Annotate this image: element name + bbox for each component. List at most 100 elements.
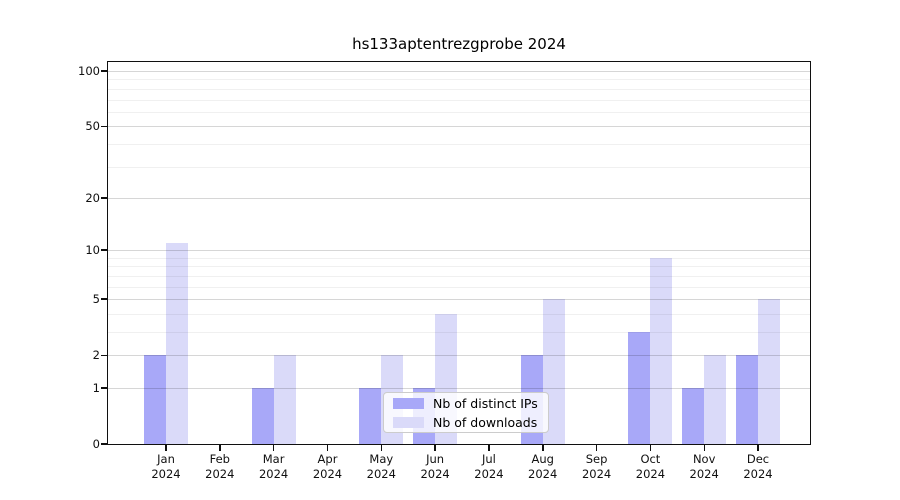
x-tick-label-oct: Oct 2024 [618, 452, 682, 482]
gridline-minor [108, 111, 810, 113]
y-tick-label: 20 [85, 190, 100, 205]
gridline-minor [108, 313, 810, 315]
x-tick-month: Oct [640, 452, 661, 466]
bar-distinct-ips [359, 388, 382, 444]
x-tick-mark [434, 445, 436, 451]
bar-distinct-ips [144, 355, 166, 444]
gridline-major [108, 355, 810, 357]
y-tick-mark [101, 354, 108, 356]
gridline-minor [108, 88, 810, 90]
x-tick-month: Nov [692, 452, 716, 466]
y-tick-label: 100 [78, 64, 100, 78]
x-tick-month: Jul [481, 452, 496, 466]
x-tick-year: 2024 [743, 467, 773, 481]
chart-title: hs133aptentrezgprobe 2024 [352, 35, 566, 53]
x-tick-mark [380, 445, 382, 451]
y-tick-mark [101, 70, 108, 72]
x-tick-label-feb: Feb 2024 [188, 452, 252, 482]
y-tick-mark [101, 197, 108, 199]
gridline-minor [108, 166, 810, 168]
legend-swatch-distinct-ips [393, 397, 424, 409]
x-tick-year: 2024 [258, 467, 289, 481]
x-tick-label-jul: Jul 2024 [457, 452, 521, 482]
x-tick-year: 2024 [689, 467, 719, 481]
bar-downloads [650, 257, 673, 444]
x-tick-mark [488, 445, 490, 451]
y-tick-mark [101, 443, 108, 445]
x-tick-mark [595, 445, 598, 451]
plot-frame [107, 61, 811, 445]
gridline-major [108, 126, 810, 128]
x-tick-year: 2024 [205, 467, 235, 481]
bar-distinct-ips [736, 355, 758, 444]
gridline-major [108, 388, 810, 389]
x-tick-year: 2024 [581, 467, 612, 481]
y-tick-label: 10 [85, 243, 100, 258]
gridline-minor [108, 332, 810, 333]
bar-downloads [704, 355, 727, 444]
x-tick-label-nov: Nov 2024 [672, 452, 736, 482]
gridline-major [108, 71, 810, 72]
x-tick-label-jun: Jun 2024 [403, 452, 467, 482]
x-tick-year: 2024 [366, 467, 396, 481]
y-tick-mark [101, 125, 108, 127]
bar-downloads [758, 299, 780, 444]
x-tick-year: 2024 [312, 467, 343, 481]
gridline-minor [108, 79, 810, 81]
legend-entry-downloads: Nb of downloads [393, 415, 539, 430]
gridline-minor [108, 275, 810, 277]
y-tick-label: 5 [92, 292, 100, 307]
x-tick-mark [649, 445, 652, 451]
bar-distinct-ips [251, 388, 274, 444]
x-tick-mark [542, 445, 544, 451]
x-tick-year: 2024 [528, 467, 558, 481]
legend-swatch-downloads [393, 416, 424, 428]
y-tick-label: 50 [85, 119, 100, 134]
x-tick-label-may: May 2024 [349, 452, 413, 482]
bar-downloads [166, 243, 188, 444]
x-tick-month: Dec [746, 452, 770, 466]
x-tick-label-dec: Dec 2024 [726, 452, 790, 482]
x-tick-label-aug: Aug 2024 [511, 452, 575, 482]
gridline-minor [108, 286, 810, 288]
y-tick-label: 2 [92, 348, 100, 363]
legend-label-distinct-ips: Nb of distinct IPs [433, 395, 538, 411]
x-tick-label-sep: Sep 2024 [565, 452, 629, 482]
x-tick-month: Jan [157, 452, 175, 466]
x-tick-mark [219, 445, 221, 451]
x-tick-month: Mar [262, 452, 285, 466]
y-tick-label: 1 [92, 381, 100, 395]
gridline-major [108, 299, 810, 301]
legend: Nb of distinct IPs Nb of downloads [383, 392, 549, 433]
x-tick-label-mar: Mar 2024 [242, 452, 306, 482]
x-tick-label-jan: Jan 2024 [134, 452, 198, 482]
x-tick-month: Sep [585, 452, 608, 466]
x-tick-year: 2024 [635, 467, 666, 481]
x-tick-mark [272, 445, 275, 451]
bar-downloads [273, 355, 296, 444]
x-tick-month: Aug [531, 452, 554, 466]
gridline-major [108, 250, 810, 252]
x-tick-year: 2024 [151, 467, 181, 481]
y-tick-mark [101, 249, 108, 251]
y-tick-mark [101, 387, 108, 389]
gridline-major [108, 197, 810, 199]
plot-area: Nb of distinct IPs Nb of downloads [108, 62, 810, 444]
gridline-minor [108, 257, 810, 259]
gridline-minor [108, 143, 810, 145]
x-tick-month: Feb [209, 452, 230, 466]
x-tick-mark [326, 445, 329, 451]
x-tick-mark [757, 445, 759, 451]
x-tick-mark [703, 445, 705, 451]
y-tick-label: 0 [92, 437, 100, 451]
bar-distinct-ips [682, 388, 705, 444]
gridline-minor [108, 266, 810, 268]
x-tick-year: 2024 [474, 467, 504, 481]
gridline-minor [108, 99, 810, 101]
legend-entry-distinct-ips: Nb of distinct IPs [393, 396, 539, 411]
x-tick-month: May [369, 452, 394, 466]
x-tick-month: Apr [317, 452, 338, 466]
x-tick-year: 2024 [420, 467, 450, 481]
bar-distinct-ips [628, 332, 651, 444]
